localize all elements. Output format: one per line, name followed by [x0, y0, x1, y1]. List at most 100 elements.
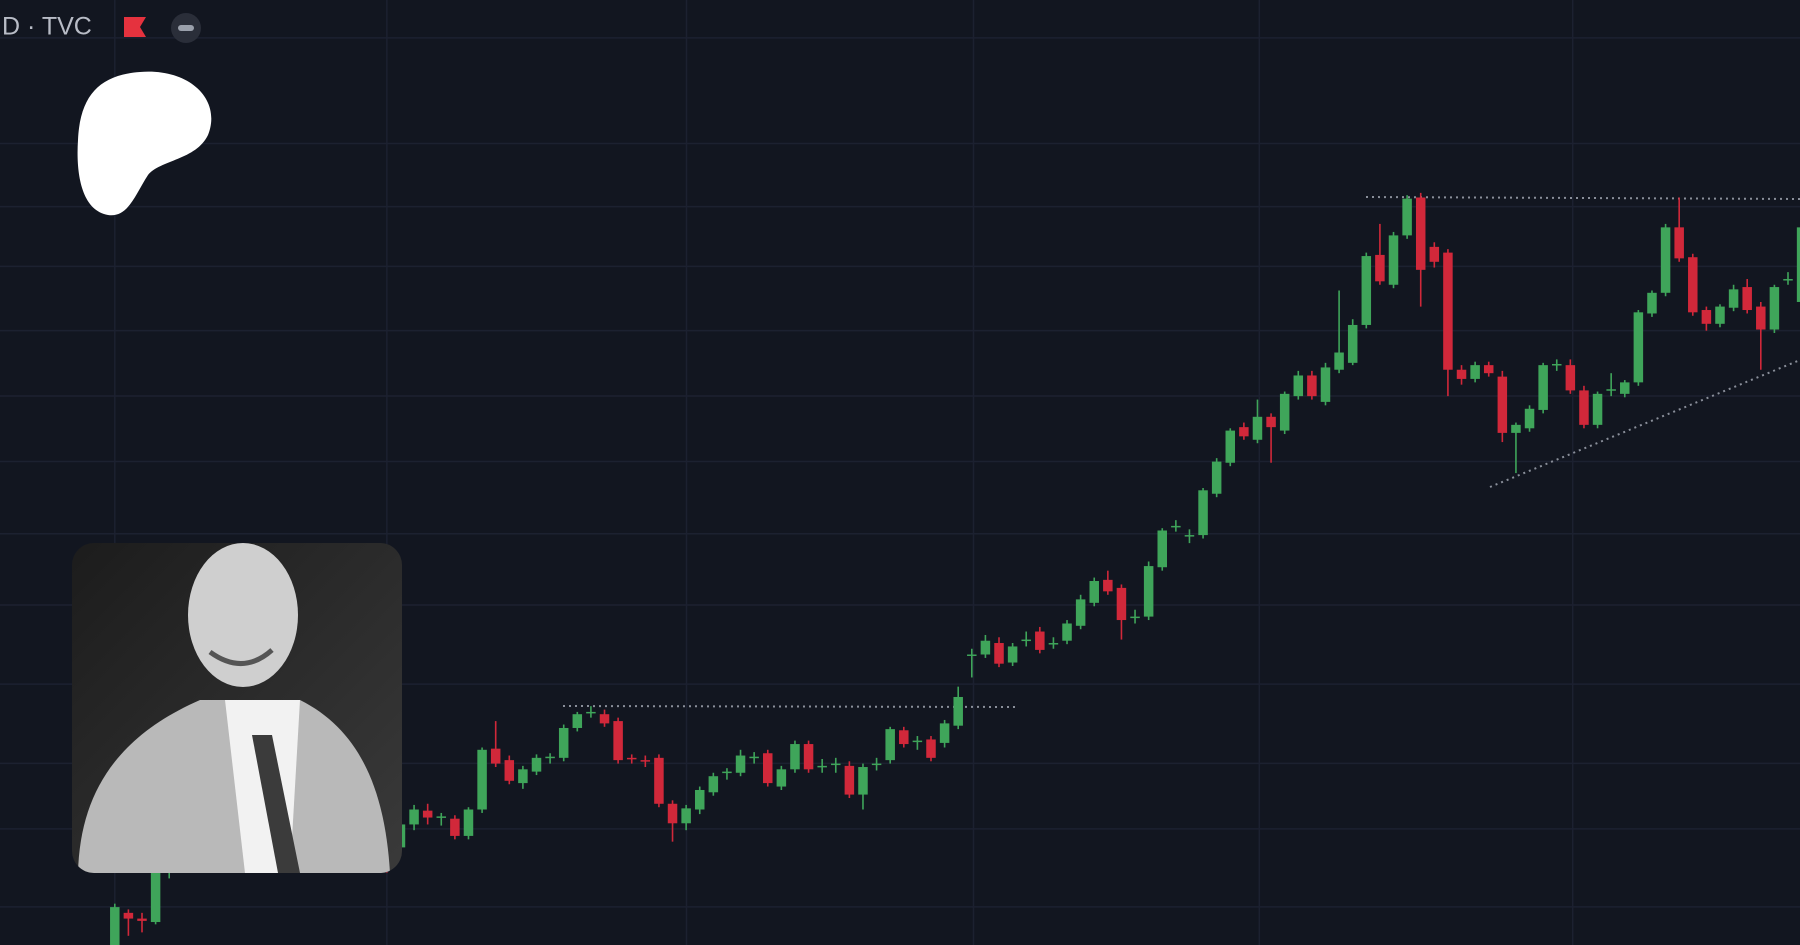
candle-body	[1184, 535, 1195, 537]
candle-body	[776, 769, 787, 787]
candle-body	[1225, 430, 1236, 463]
flag-icon[interactable]	[124, 17, 146, 37]
candle-body	[1388, 235, 1399, 285]
candle-body	[1728, 289, 1739, 308]
candle-body	[885, 729, 895, 761]
candle-body	[463, 809, 474, 836]
candle-body	[1647, 292, 1657, 314]
candle-body	[803, 744, 814, 770]
candle-body	[844, 765, 855, 795]
candle-body	[1239, 427, 1249, 437]
candle-body	[1769, 287, 1780, 330]
candle-body	[871, 763, 882, 766]
candle-body	[436, 816, 447, 818]
candle-body	[1538, 365, 1548, 410]
resistance-line	[1365, 196, 1800, 200]
candle-body	[1334, 352, 1344, 370]
candle-body	[1579, 390, 1589, 425]
candle-body	[722, 771, 732, 774]
candle-body	[586, 711, 596, 714]
candle-body	[1116, 587, 1127, 621]
candle-body	[1688, 257, 1698, 313]
candle-body	[1756, 306, 1766, 330]
candle-body	[817, 765, 827, 768]
candle-body	[1293, 375, 1304, 397]
candle-body	[1089, 581, 1099, 603]
candle-body	[613, 721, 623, 761]
candle-body	[980, 640, 991, 655]
candle-body	[790, 744, 800, 770]
candle-body	[1021, 639, 1031, 642]
candle-body	[1252, 416, 1263, 440]
candle-body	[1130, 616, 1140, 619]
candle-body	[1062, 623, 1072, 641]
candle-body	[1456, 369, 1467, 379]
candle-body	[1279, 393, 1290, 431]
logo	[77, 71, 212, 216]
candle-body	[1143, 566, 1154, 617]
candle-body	[1796, 227, 1800, 302]
candle-body	[694, 789, 705, 810]
candle-body	[1660, 227, 1671, 293]
candle-body	[1443, 252, 1453, 370]
candle-body	[899, 730, 909, 745]
candle-body	[1606, 389, 1616, 391]
candle-body	[450, 818, 460, 836]
hide-icon	[178, 25, 194, 31]
symbol-label: D · TVC	[2, 13, 92, 41]
candle-body	[1347, 324, 1358, 363]
candle-body	[1402, 198, 1412, 236]
candle-body	[749, 756, 759, 759]
candle-body	[558, 727, 569, 758]
candle-body	[1075, 599, 1086, 626]
candle-body	[409, 809, 419, 825]
breakout-line	[562, 705, 1016, 708]
presenter-photo	[72, 543, 402, 873]
candle-body	[654, 757, 664, 804]
candle-body	[545, 756, 555, 759]
candle-body	[1715, 306, 1725, 324]
candle-body	[1007, 646, 1018, 663]
candle-body	[1674, 227, 1684, 259]
candle-body	[763, 753, 773, 784]
candle-body	[1633, 312, 1644, 383]
candle-body	[1361, 256, 1372, 325]
candle-body	[1524, 408, 1535, 429]
candle-body	[150, 872, 161, 923]
candle-body	[1701, 310, 1712, 324]
candle-body	[1198, 490, 1208, 536]
candle-body	[967, 654, 977, 656]
candle-body	[110, 907, 120, 945]
candle-body	[858, 767, 868, 795]
candle-body	[1266, 416, 1276, 428]
candle-body	[504, 760, 515, 781]
candle-body	[1592, 393, 1603, 425]
candle-body	[1415, 197, 1426, 270]
candle-body	[531, 757, 542, 772]
candle-body	[1103, 579, 1113, 592]
candle-body	[572, 714, 583, 728]
candle-body	[1470, 365, 1480, 379]
candle-body	[1307, 375, 1317, 397]
candle-body	[1511, 424, 1521, 433]
candle-body	[735, 755, 746, 773]
candle-body	[1565, 365, 1576, 391]
candle-body	[477, 749, 487, 810]
candle-body	[1211, 461, 1222, 494]
candle-body	[708, 776, 719, 793]
candle-body	[1157, 530, 1168, 568]
candle-body	[953, 696, 963, 726]
candle-body	[599, 714, 610, 724]
candle-body	[939, 723, 950, 743]
candle-body	[831, 763, 841, 766]
candle-body	[1497, 376, 1508, 433]
candle-body	[640, 760, 651, 762]
candle-body	[123, 912, 134, 919]
candle-body	[1742, 287, 1752, 311]
candle-body	[681, 808, 691, 824]
candle-body	[1620, 382, 1630, 394]
candle-body	[1375, 254, 1385, 282]
